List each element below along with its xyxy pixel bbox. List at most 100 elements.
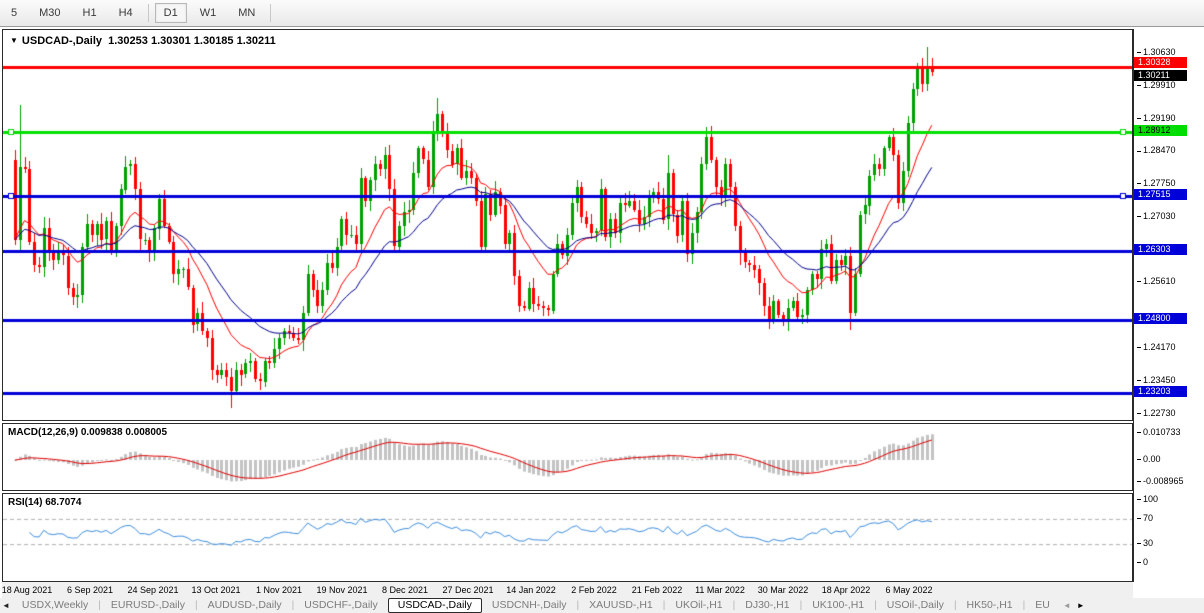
macd-label: MACD(12,26,9) 0.009838 0.008005 bbox=[8, 427, 168, 438]
tab-audusd-daily[interactable]: AUDUSD-,Daily bbox=[207, 599, 282, 611]
tab-dj30-h1[interactable]: DJ30-,H1 bbox=[745, 599, 790, 611]
date-tick-label: 19 Nov 2021 bbox=[316, 585, 368, 595]
macd-main-value: 0.009838 bbox=[80, 427, 123, 438]
ohlc-high: 1.30301 bbox=[150, 35, 191, 47]
axis-tick-mark bbox=[1137, 347, 1141, 349]
macd-axis-label: 0.00 bbox=[1137, 454, 1161, 465]
axis-tick-mark bbox=[1137, 150, 1141, 152]
date-tick-label: 30 Mar 2022 bbox=[757, 585, 809, 595]
price-tick-label: 1.28470 bbox=[1137, 145, 1176, 156]
symbol-dropdown-icon[interactable]: ▼ bbox=[10, 36, 18, 45]
axis-tick-mark bbox=[1137, 518, 1141, 520]
toolbar-separator bbox=[270, 4, 272, 22]
date-tick-label: 21 Feb 2022 bbox=[631, 585, 683, 595]
macd-canvas[interactable] bbox=[3, 424, 1132, 490]
level-price-label: 1.30328 bbox=[1134, 56, 1187, 68]
price-tick-label: 1.24170 bbox=[1137, 342, 1176, 353]
rsi-label: RSI(14) 68.7074 bbox=[8, 497, 82, 508]
axis-tick-mark bbox=[1137, 379, 1141, 381]
tabs-scroll-left-edge-icon[interactable]: ◄ bbox=[2, 601, 10, 610]
timeframe-toolbar: 5 M30 H1 H4 D1 W1 MN bbox=[0, 0, 1204, 27]
period-button-m30[interactable]: M30 bbox=[39, 7, 61, 19]
rsi-axis-label: 30 bbox=[1137, 538, 1153, 549]
date-tick-label: 24 Sep 2021 bbox=[127, 585, 179, 595]
tab-separator: | bbox=[576, 600, 580, 611]
date-tick-label: 6 May 2022 bbox=[885, 585, 933, 595]
axis-tick-mark bbox=[1137, 51, 1141, 53]
axis-tick-mark bbox=[1137, 481, 1141, 483]
tab-usdx-weekly[interactable]: USDX,Weekly bbox=[21, 599, 89, 611]
toolbar-separator bbox=[147, 4, 149, 22]
axis-tick-mark bbox=[1137, 499, 1141, 501]
axis-tick-mark bbox=[1137, 216, 1141, 218]
tab-usoil-daily[interactable]: USOil-,Daily bbox=[886, 599, 944, 611]
tab-separator: | bbox=[291, 600, 295, 611]
level-price-label: 1.23203 bbox=[1134, 386, 1187, 398]
chart-symbol-period: USDCAD-,Daily bbox=[21, 35, 102, 47]
axis-tick-mark bbox=[1137, 412, 1141, 414]
date-tick-label: 27 Dec 2021 bbox=[442, 585, 494, 595]
date-tick-label: 11 Mar 2022 bbox=[695, 585, 745, 595]
date-tick-label: 18 Apr 2022 bbox=[821, 585, 871, 595]
tab-eurusd-daily[interactable]: EURUSD-,Daily bbox=[110, 599, 185, 611]
rsi-axis-label: 0 bbox=[1137, 557, 1148, 568]
tab-usdcnh-daily[interactable]: USDCNH-,Daily bbox=[491, 599, 567, 611]
tab-separator: | bbox=[953, 600, 957, 611]
price-tick-label: 1.22730 bbox=[1137, 408, 1176, 419]
axis-tick-mark bbox=[1137, 458, 1141, 460]
tab-ukoil-h1[interactable]: UKOil-,H1 bbox=[675, 599, 723, 611]
price-tick-label: 1.27030 bbox=[1137, 211, 1176, 222]
date-tick-label: 6 Sep 2021 bbox=[66, 585, 114, 595]
tabs-scroll-left-icon[interactable]: ◄ bbox=[1062, 601, 1071, 610]
tab-xauusd-h1[interactable]: XAUUSD-,H1 bbox=[589, 599, 653, 611]
price-axis[interactable]: 1.30630 1.29910 1.29190 1.28470 1.27750 1.270… bbox=[1134, 27, 1204, 599]
rsi-axis-label: 70 bbox=[1137, 513, 1153, 524]
ohlc-open: 1.30253 bbox=[108, 35, 148, 47]
main-chart-pane[interactable]: ▼ USDCAD-,Daily 1.30253 1.30301 1.30185 1… bbox=[2, 29, 1133, 421]
axis-tick-mark bbox=[1137, 562, 1141, 564]
period-button-mn[interactable]: MN bbox=[238, 7, 256, 19]
date-tick-label: 2 Feb 2022 bbox=[571, 585, 617, 595]
price-tick-label: 1.25610 bbox=[1137, 276, 1176, 287]
axis-tick-mark bbox=[1137, 281, 1141, 283]
price-tick-label: 1.23450 bbox=[1137, 375, 1176, 386]
period-button-h1[interactable]: H1 bbox=[82, 7, 97, 19]
period-button-5[interactable]: 5 bbox=[11, 7, 18, 19]
tab-hk50-h1[interactable]: HK50-,H1 bbox=[966, 599, 1013, 611]
axis-tick-mark bbox=[1137, 117, 1141, 119]
ohlc-low: 1.30185 bbox=[193, 35, 234, 47]
level-price-label: 1.24800 bbox=[1134, 313, 1187, 325]
rsi-canvas[interactable] bbox=[3, 494, 1132, 581]
tab-separator: | bbox=[98, 600, 101, 611]
chart-window: ▼ USDCAD-,Daily 1.30253 1.30301 1.30185 1… bbox=[0, 26, 1204, 599]
period-button-h4[interactable]: H4 bbox=[118, 7, 133, 19]
date-tick-label: 8 Dec 2021 bbox=[381, 585, 429, 595]
macd-axis-label: 0.010733 bbox=[1137, 427, 1181, 438]
period-button-d1[interactable]: D1 bbox=[154, 3, 187, 23]
tab-usdchf-daily[interactable]: USDCHF-,Daily bbox=[304, 599, 378, 611]
tab-uk100-h1[interactable]: UK100-,H1 bbox=[812, 599, 865, 611]
level-price-label: 1.27515 bbox=[1134, 189, 1187, 201]
axis-tick-mark bbox=[1137, 431, 1141, 433]
macd-signal-value: 0.008005 bbox=[125, 427, 168, 438]
tabs-scroll-right-icon[interactable]: ► bbox=[1076, 601, 1085, 610]
rsi-indicator-pane[interactable]: RSI(14) 68.7074 bbox=[2, 493, 1133, 582]
macd-indicator-pane[interactable]: MACD(12,26,9) 0.009838 0.008005 bbox=[2, 423, 1133, 491]
price-tick-label: 1.30630 bbox=[1137, 47, 1176, 58]
date-tick-label: 1 Nov 2021 bbox=[255, 585, 303, 595]
tab-separator: | bbox=[662, 600, 666, 611]
tab-separator: | bbox=[1022, 600, 1026, 611]
period-button-w1[interactable]: W1 bbox=[199, 7, 217, 19]
rsi-value: 68.7074 bbox=[45, 497, 82, 508]
tab-separator: | bbox=[732, 600, 736, 611]
rsi-axis-label: 100 bbox=[1137, 494, 1158, 505]
current-price-label: 1.30211 bbox=[1134, 69, 1187, 81]
macd-axis-label: -0.008965 bbox=[1137, 476, 1184, 487]
candlestick-chart-canvas[interactable] bbox=[3, 30, 1132, 420]
axis-tick-mark bbox=[1137, 543, 1141, 545]
tab-usdcad-daily[interactable]: USDCAD-,Daily bbox=[387, 598, 482, 613]
axis-border bbox=[1133, 29, 1134, 582]
time-axis[interactable]: 18 Aug 2021 6 Sep 2021 24 Sep 2021 13 Oct 2… bbox=[2, 582, 1133, 599]
tab-eu[interactable]: EU bbox=[1035, 599, 1050, 611]
